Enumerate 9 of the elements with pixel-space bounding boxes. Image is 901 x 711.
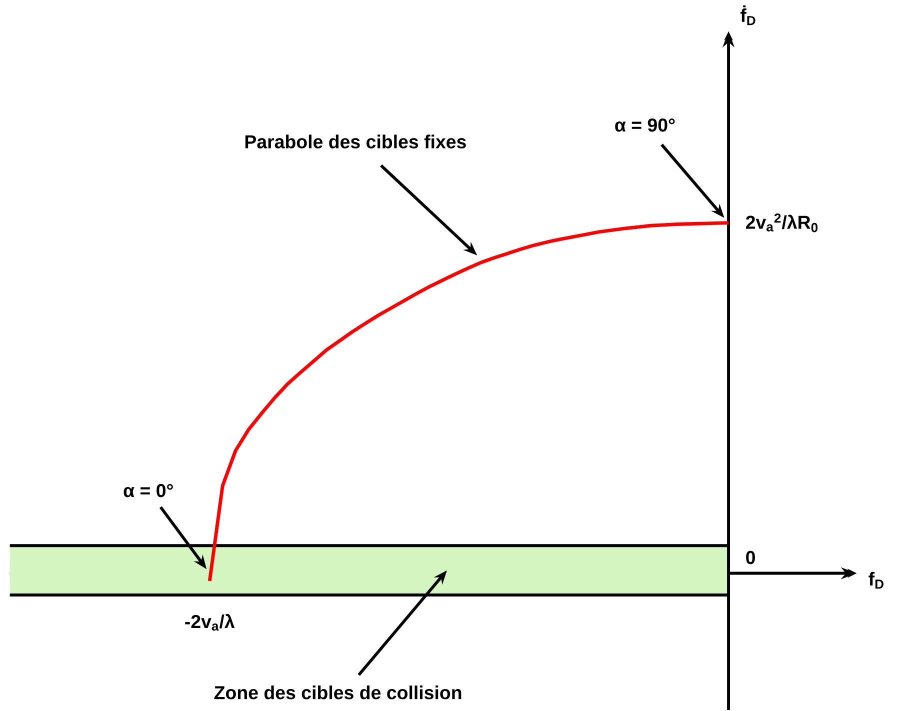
text: Parabole des cibles fixes	[245, 134, 466, 148]
text: 2v$_{a}$$^{2}$/λR$_{0}$	[746, 214, 818, 232]
text: -2v$_{a}$/λ	[185, 614, 235, 631]
text: f$_{D}$	[868, 572, 884, 589]
text: 0	[746, 550, 755, 564]
text: α = 0°	[124, 484, 173, 498]
text: ḟ$_{D}$	[740, 5, 756, 26]
text: α = 90°	[615, 118, 675, 132]
band-label: Zone des cibles de collision	[214, 686, 462, 700]
